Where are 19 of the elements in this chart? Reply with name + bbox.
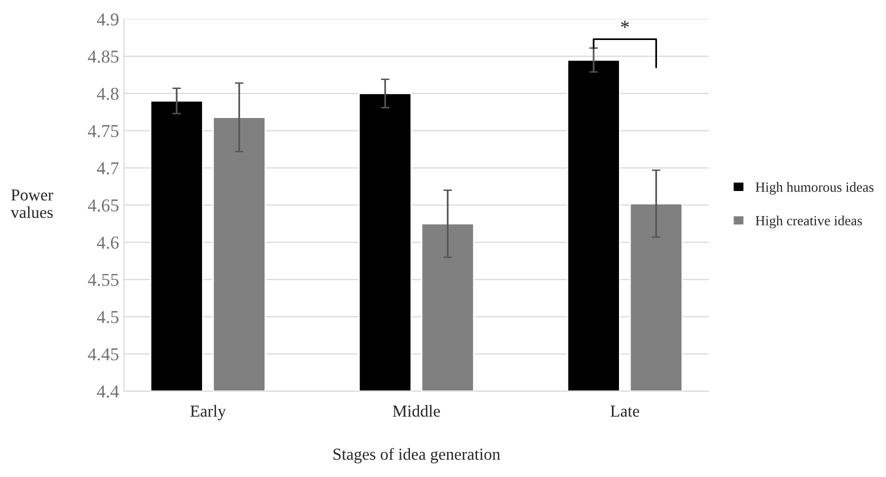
y-tick-label: 4.65 (88, 199, 118, 212)
legend-label: High creative ideas (756, 216, 862, 228)
y-tick-label: 4.55 (88, 274, 118, 286)
x-tick-label: Middle (392, 405, 440, 417)
y-tick-label: 4.45 (88, 348, 118, 360)
legend-label: High humorous ideas (756, 182, 874, 195)
y-tick-label: 4.7 (96, 162, 119, 174)
y-tick-label: 4.75 (88, 125, 118, 138)
annotation: * (620, 20, 629, 28)
x-axis-title: Stages of idea generation (334, 448, 500, 464)
y-tick-label: 4.4 (96, 386, 119, 398)
y-tick-label: 4.5 (96, 311, 118, 324)
y-tick-label: 4.9 (96, 13, 118, 26)
y-axis-title: Power values (10, 189, 54, 218)
x-tick-label: Early (190, 405, 226, 420)
x-tick-label: Late (610, 406, 640, 417)
y-tick-label: 4.85 (88, 50, 118, 63)
y-tick-label: 4.6 (96, 236, 119, 249)
y-tick-label: 4.8 (96, 88, 118, 100)
